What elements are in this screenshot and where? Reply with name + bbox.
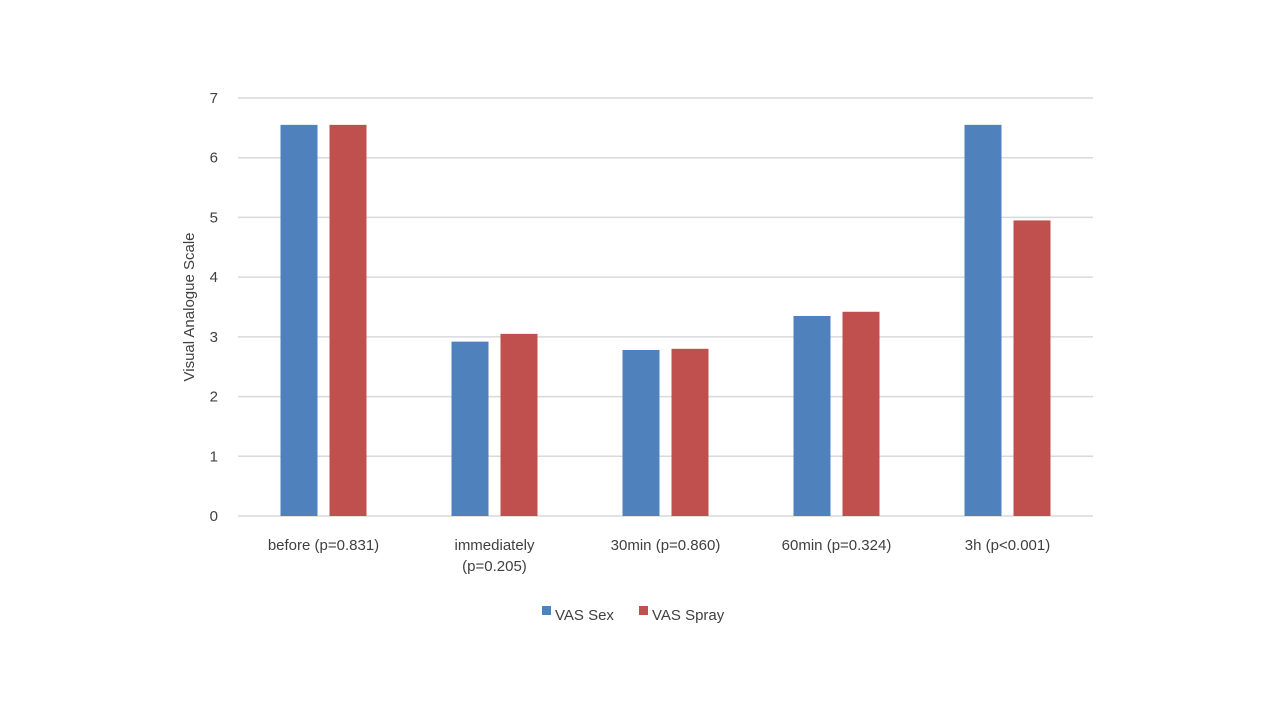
bar-vas-sex: [622, 349, 660, 516]
legend-swatch: [542, 606, 551, 615]
x-category-label: 3h (p<0.001): [965, 537, 1050, 554]
legend-swatch: [639, 606, 648, 615]
y-tick-label: 6: [210, 150, 218, 167]
bar-vas-spray: [1013, 220, 1051, 516]
bar-vas-sex: [964, 124, 1002, 516]
x-category-label: 30min (p=0.860): [611, 537, 721, 554]
bar-vas-spray: [671, 348, 709, 516]
x-category-label: (p=0.205): [462, 558, 527, 575]
x-category-label: before (p=0.831): [268, 537, 379, 554]
legend: VAS Sex VAS Spray: [542, 606, 725, 624]
gridlines: [238, 97, 1093, 517]
y-axis-title: Visual Analogue Scale: [181, 232, 198, 381]
legend-label: VAS Spray: [652, 607, 725, 624]
bar-vas-sex: [280, 124, 318, 516]
x-category-label: immediately: [454, 537, 535, 554]
x-category-label: 60min (p=0.324): [782, 537, 892, 554]
y-tick-label: 0: [210, 508, 218, 525]
bar-vas-sex: [451, 341, 489, 516]
y-tick-label: 1: [210, 448, 218, 465]
bar-vas-spray: [842, 311, 880, 516]
legend-label: VAS Sex: [555, 607, 614, 624]
bars: [280, 124, 1051, 516]
y-axis-ticks: 0 1 2 3 4 5 6 7: [210, 90, 218, 525]
y-tick-label: 5: [210, 209, 218, 226]
bar-vas-spray: [500, 333, 538, 516]
y-tick-label: 3: [210, 329, 218, 346]
bar-vas-spray: [329, 124, 367, 516]
x-axis-labels: before (p=0.831) immediately (p=0.205) 30mi…: [268, 537, 1050, 575]
y-tick-label: 4: [210, 269, 218, 286]
y-tick-label: 7: [210, 90, 218, 107]
y-tick-label: 2: [210, 389, 218, 406]
bar-vas-sex: [793, 315, 831, 516]
